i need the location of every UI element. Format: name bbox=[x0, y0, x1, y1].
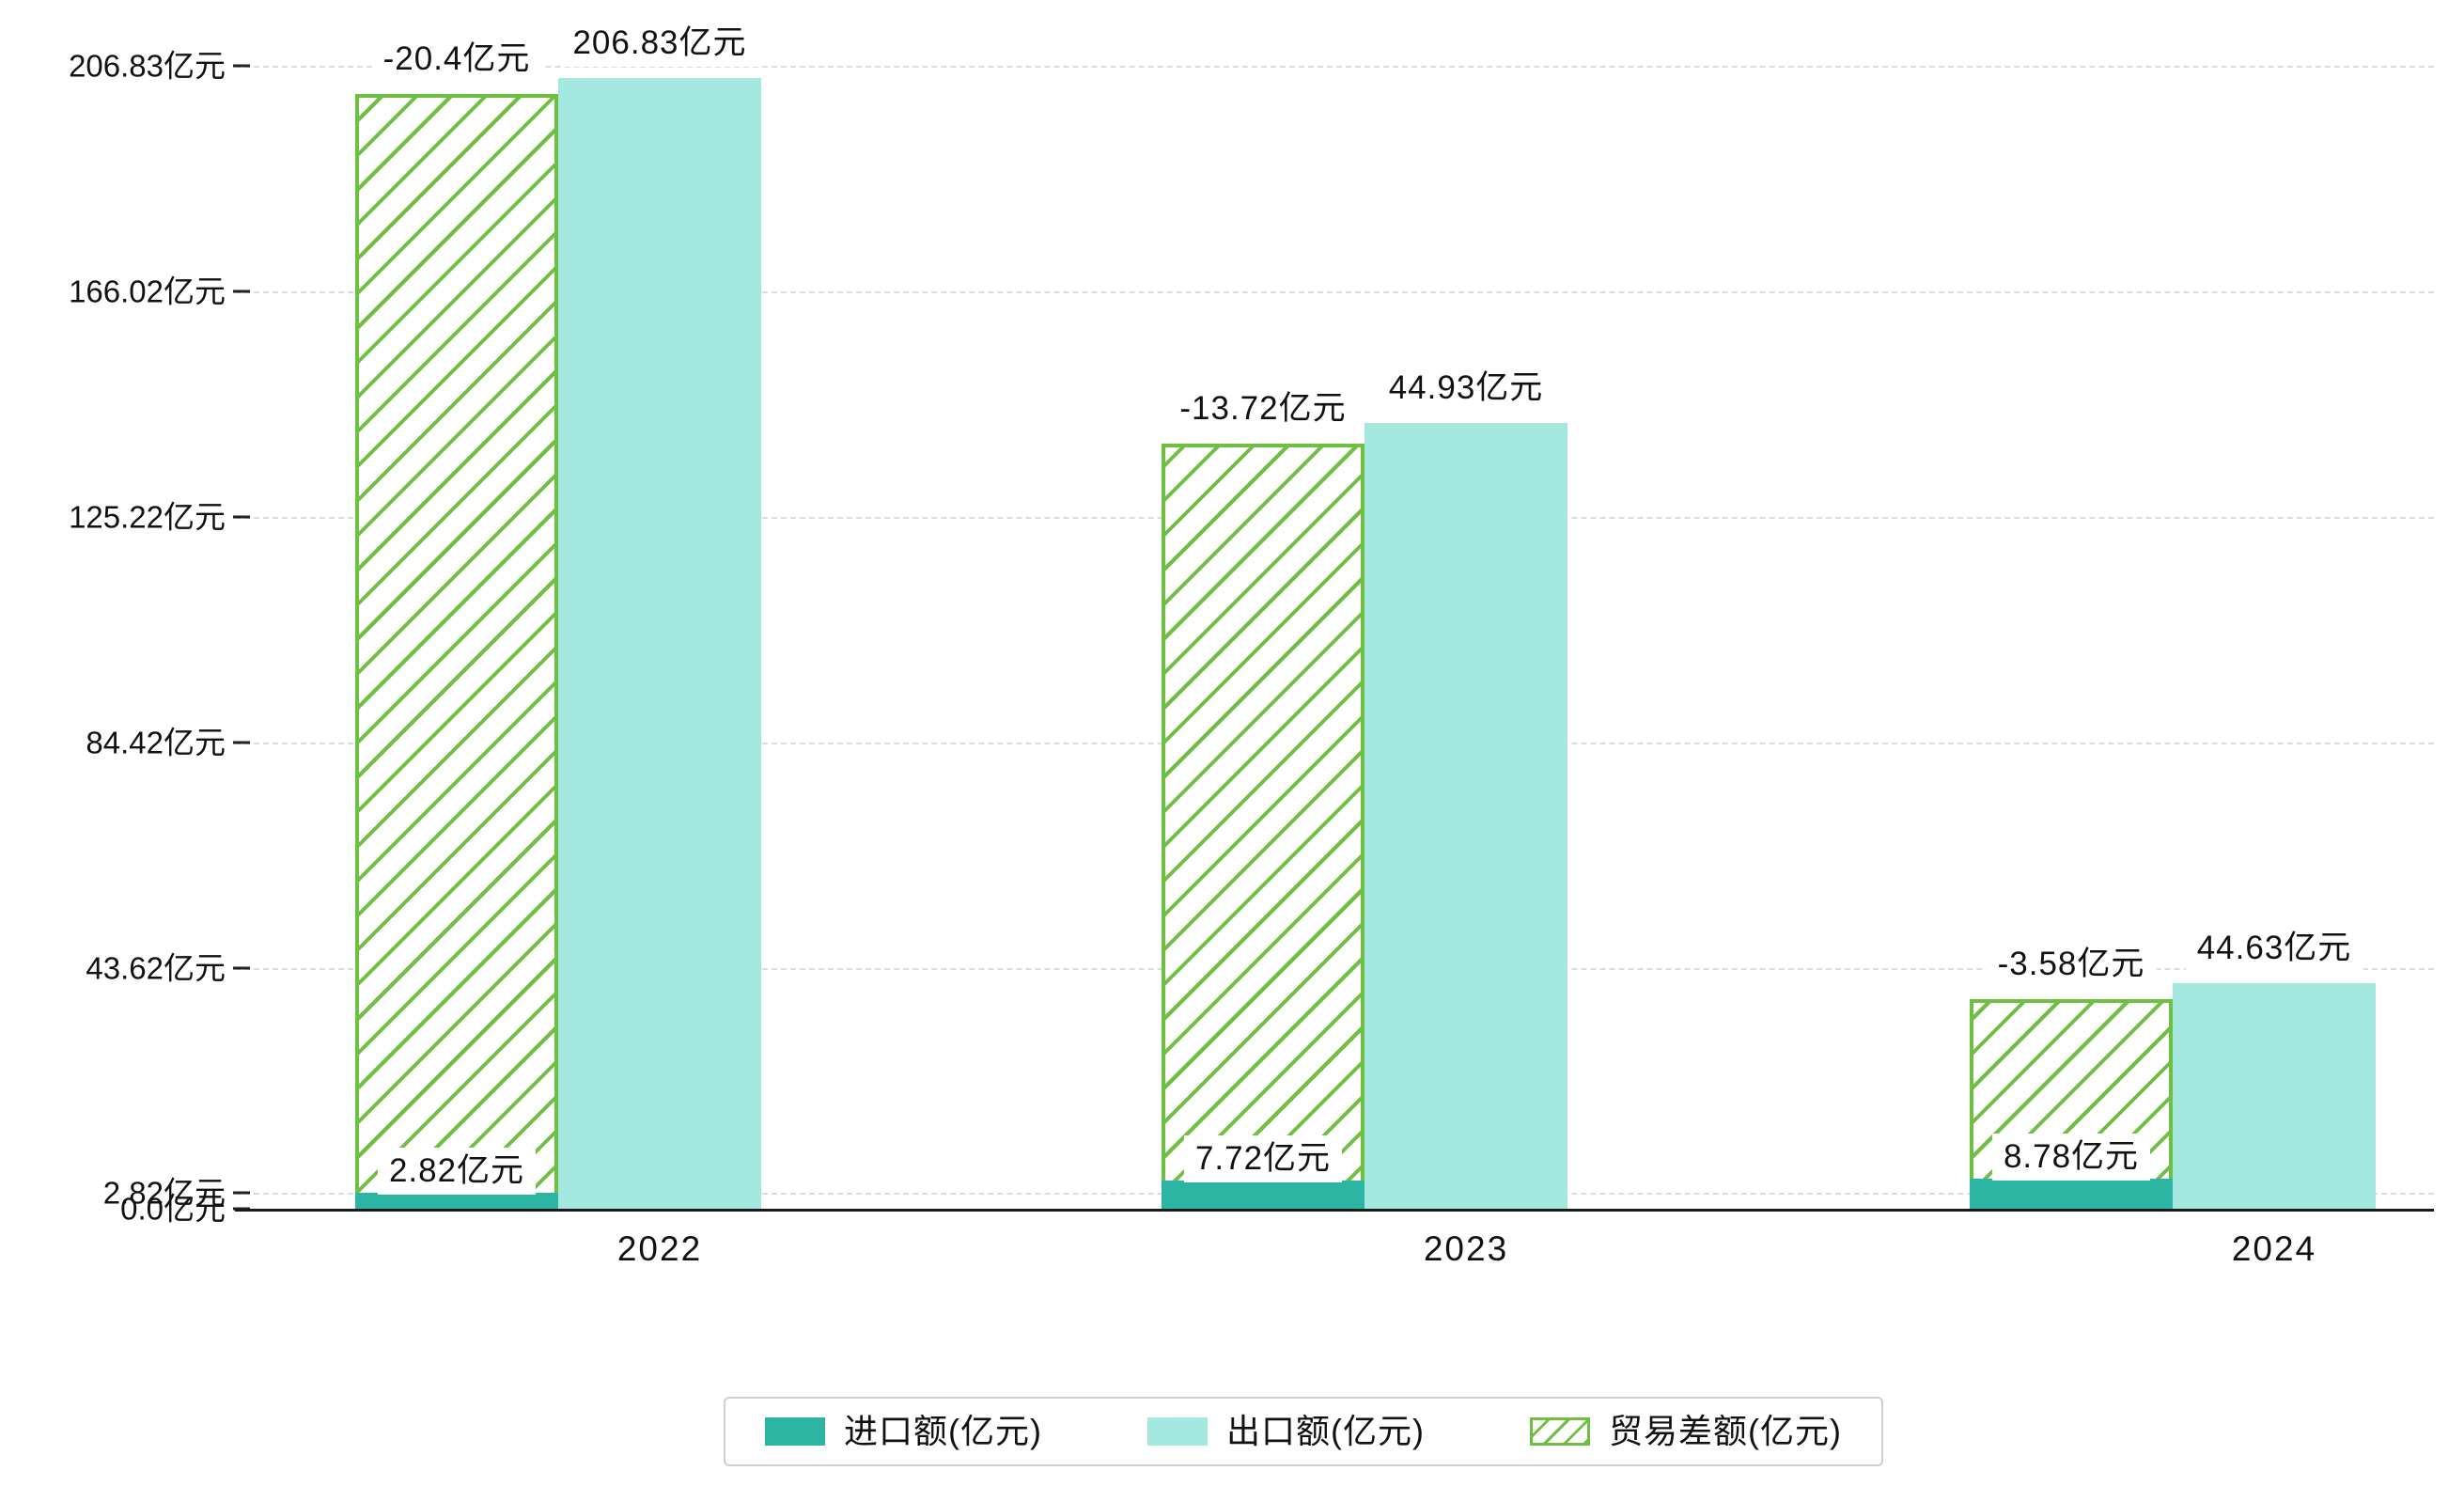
legend-label-import: 进口额(亿元) bbox=[844, 1412, 1042, 1450]
y-tick-mark bbox=[233, 1191, 250, 1195]
bar-export-2024 bbox=[2173, 983, 2376, 1209]
y-tick-label: 0.0亿元 bbox=[120, 1191, 226, 1227]
bar-import-2024 bbox=[1970, 1179, 2173, 1209]
value-label-import-2024: 8.78亿元 bbox=[1991, 1134, 2151, 1181]
y-tick-label: 43.62亿元 bbox=[86, 950, 226, 986]
bar-import-2023 bbox=[1162, 1181, 1365, 1209]
y-tick-label: 166.02亿元 bbox=[69, 274, 226, 309]
y-tick-mark bbox=[233, 966, 250, 970]
y-tick-mark bbox=[233, 64, 250, 68]
value-label-export-2023: 44.93亿元 bbox=[1377, 365, 1555, 412]
bar-export-2023 bbox=[1365, 423, 1567, 1209]
legend-swatch-balance bbox=[1529, 1417, 1590, 1446]
y-tick-label: 125.22亿元 bbox=[69, 499, 226, 535]
value-label-import-2022: 2.82亿元 bbox=[377, 1148, 537, 1195]
bar-trade-balance-2022 bbox=[355, 94, 558, 1209]
legend-swatch-import bbox=[765, 1417, 825, 1446]
y-tick-label: 84.42亿元 bbox=[86, 725, 226, 760]
y-tick-mark bbox=[233, 289, 250, 293]
y-tick-mark bbox=[233, 741, 250, 744]
legend-item-balance: 贸易差额(亿元) bbox=[1529, 1412, 1842, 1450]
x-tick-label-2023: 2023 bbox=[1423, 1229, 1509, 1268]
bar-trade-balance-2023 bbox=[1162, 444, 1365, 1209]
value-label-export-2024: 44.63亿元 bbox=[2185, 925, 2363, 972]
legend-label-export: 出口额(亿元) bbox=[1225, 1412, 1425, 1450]
bar-export-2022 bbox=[558, 78, 761, 1209]
y-tick-mark bbox=[233, 515, 250, 519]
legend-swatch-export bbox=[1146, 1417, 1208, 1446]
y-tick-label: 2.82亿元 bbox=[102, 1175, 226, 1211]
value-label-export-2022: 206.83亿元 bbox=[561, 20, 758, 67]
x-tick-label-2022: 2022 bbox=[616, 1229, 703, 1268]
value-label-trade-balance-2023: -13.72亿元 bbox=[1168, 385, 1358, 432]
value-label-trade-balance-2024: -3.58亿元 bbox=[1986, 941, 2157, 988]
legend: 进口额(亿元) 出口额(亿元) 贸易差额(亿元) bbox=[724, 1397, 1883, 1466]
legend-item-export: 出口额(亿元) bbox=[1146, 1412, 1425, 1450]
grid-line bbox=[235, 291, 2434, 293]
value-label-trade-balance-2022: -20.4亿元 bbox=[371, 36, 542, 83]
bar-import-2022 bbox=[355, 1193, 558, 1209]
value-label-import-2023: 7.72亿元 bbox=[1183, 1135, 1343, 1182]
legend-label-balance: 贸易差额(亿元) bbox=[1608, 1412, 1842, 1450]
x-tick-label-2024: 2024 bbox=[2231, 1229, 2317, 1268]
x-axis-line bbox=[235, 1209, 2434, 1212]
legend-item-import: 进口额(亿元) bbox=[765, 1415, 1042, 1448]
grid-line bbox=[235, 66, 2434, 68]
y-tick-label: 206.83亿元 bbox=[69, 48, 226, 84]
